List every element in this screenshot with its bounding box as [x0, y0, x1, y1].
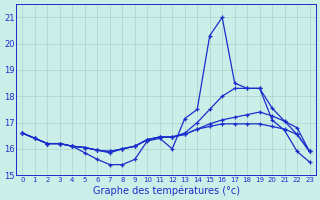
X-axis label: Graphe des températures (°c): Graphe des températures (°c) — [92, 185, 239, 196]
